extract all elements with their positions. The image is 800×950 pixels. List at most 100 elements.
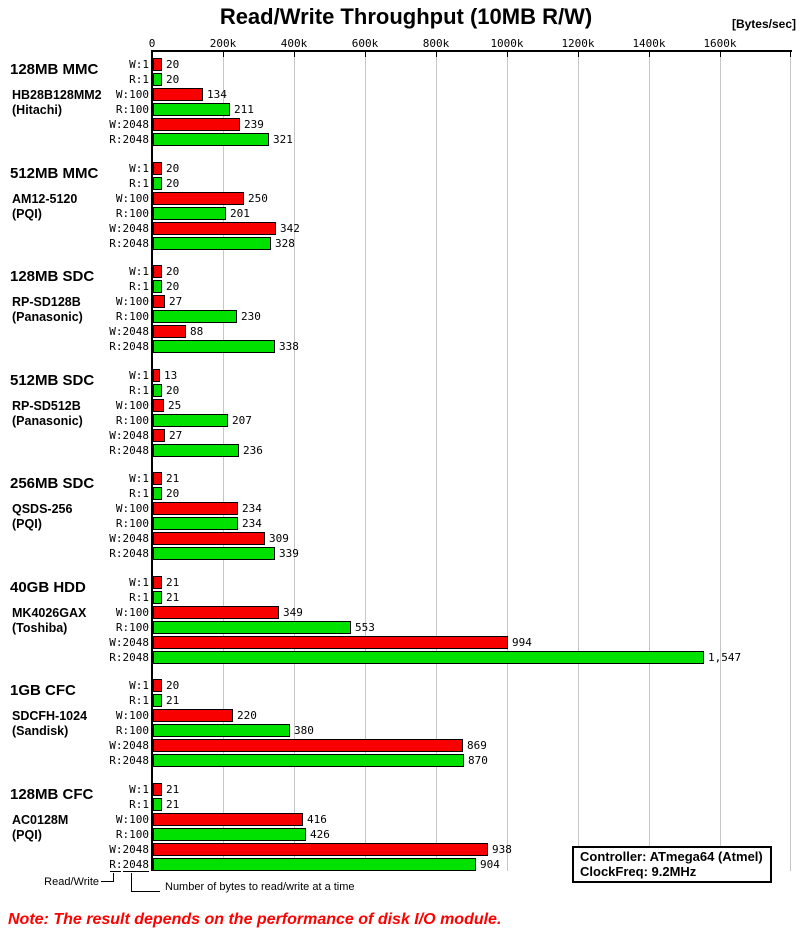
bar-value-label: 234 [242,502,262,515]
gridline [507,52,508,871]
bar-value-label: 27 [169,428,183,442]
bar-value-label: 342 [280,221,300,235]
bar-value-label: 994 [512,635,532,649]
bar-value-label: 27 [169,295,183,308]
group-model: AC0128M [12,812,69,827]
bar-row-label: R:1 [129,383,149,397]
bar-row-label: R:1 [129,73,149,86]
bar-row-label: W:1 [129,265,149,278]
bar-row-label: W:2048 [109,739,149,752]
gridline [223,52,224,871]
bar-row-label: R:100 [115,620,149,634]
bar-value-label: 338 [279,340,299,353]
write-bar [153,161,162,175]
bytes-annotation: Number of bytes to read/write at a time [165,881,355,893]
group-maker: (Hitachi) [12,103,62,117]
bar-row-label: R:2048 [109,340,149,353]
bar-row-label: W:100 [115,605,149,619]
bar-row-label: R:2048 [109,133,149,146]
tick-mark-icon [223,52,224,57]
write-bar [153,368,160,382]
bar-row-label: R:2048 [109,650,149,664]
write-bar [153,88,203,101]
write-bar [153,118,240,131]
write-bar [153,295,165,308]
bar-value-label: 236 [243,443,263,457]
bar-value-label: 20 [166,265,180,278]
group-name: 40GB HDD [10,578,86,596]
bar-row-label: W:100 [115,191,149,205]
bar-value-label: 21 [166,575,180,589]
read-bar [153,206,226,220]
tick-mark-icon [365,52,366,57]
bar-row-label: R:2048 [109,443,149,457]
write-bar [153,739,463,752]
bar-row-label: R:100 [115,827,149,841]
tick-mark-icon [436,52,437,57]
bar-value-label: 20 [166,383,180,397]
bar-row-label: W:2048 [109,842,149,856]
read-bar [153,236,271,250]
gridline [790,52,791,871]
axis-units-label: [Bytes/sec] [731,17,796,31]
footer-note: Note: The result depends on the performa… [8,911,502,928]
read-bar [153,443,239,457]
read-bar [153,176,162,190]
bar-row-label: R:100 [115,517,149,530]
bar-row-label: R:1 [129,487,149,500]
bar-value-label: 20 [166,487,180,500]
bar-row-label: R:100 [115,413,149,427]
gridline [365,52,366,871]
group-maker: (PQI) [12,827,42,842]
write-bar [153,191,244,205]
bar-value-label: 339 [279,547,299,560]
write-bar [153,842,488,856]
axis-tick-label: 1000k [490,37,524,50]
read-bar [153,754,464,767]
bar-value-label: 201 [230,206,250,220]
bar-row-label: W:1 [129,575,149,589]
bar-value-label: 21 [166,797,180,811]
bar-row-label: R:1 [129,176,149,190]
bracket-bytes-icon [131,873,160,892]
bar-value-label: 220 [237,709,257,722]
axis-tick-label: 1400k [632,37,666,50]
bar-value-label: 20 [166,73,180,86]
bar-value-label: 211 [234,103,254,116]
bar-row-label: R:1 [129,694,149,707]
tick-mark-icon [649,52,650,57]
bar-value-label: 20 [166,280,180,293]
x-axis-line [151,50,792,52]
bar-value-label: 20 [166,176,180,190]
group-name: 128MB SDC [10,268,95,285]
group-model: MK4026GAX [12,605,87,620]
gridline [436,52,437,871]
bar-row-label: W:2048 [109,325,149,338]
write-bar [153,812,303,826]
read-bar [153,133,269,146]
bar-row-label: R:2048 [109,236,149,250]
bar-row-label: R:2048 [109,857,149,871]
bar-value-label: 309 [269,532,289,545]
write-bar [153,265,162,278]
bar-row-label: W:100 [115,812,149,826]
axis-tick-label: 1200k [561,37,595,50]
bar-row-label: R:2048 [109,547,149,560]
bar-row-label: W:1 [129,679,149,692]
bar-value-label: 250 [248,191,268,205]
write-bar [153,472,162,485]
write-bar [153,428,165,442]
bar-value-label: 239 [244,118,264,131]
read-bar [153,827,306,841]
controller-line: Controller: ATmega64 (Atmel) [580,849,763,864]
write-bar [153,221,276,235]
gridline [649,52,650,871]
bar-value-label: 25 [168,398,182,412]
group-maker: (Panasonic) [12,310,83,324]
read-bar [153,73,162,86]
read-bar [153,547,275,560]
group-model: QSDS-256 [12,502,73,516]
tick-mark-icon [720,52,721,57]
bar-row-label: W:100 [115,295,149,308]
